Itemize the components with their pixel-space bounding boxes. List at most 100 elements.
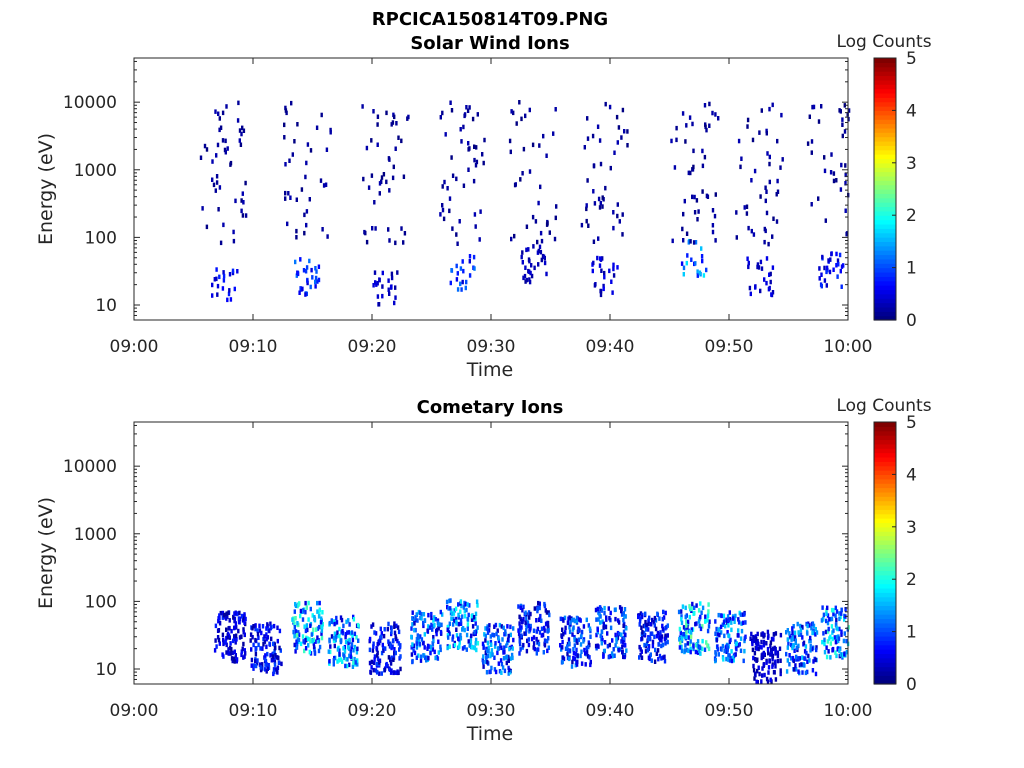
heatmap-cell	[689, 634, 693, 639]
heatmap-cell	[745, 204, 749, 209]
heatmap-cell	[806, 669, 809, 675]
heatmap-cell	[699, 614, 702, 620]
heatmap-cell	[455, 621, 458, 626]
heatmap-cell	[475, 647, 478, 653]
heatmap-cell	[621, 644, 624, 649]
heatmap-cell	[753, 168, 757, 174]
heatmap-cell	[264, 656, 267, 662]
heatmap-cell	[308, 258, 311, 264]
heatmap-cell	[599, 614, 602, 619]
heatmap-cell	[385, 661, 388, 667]
heatmap-cell	[575, 662, 579, 667]
colorbar-segment	[874, 539, 896, 545]
heatmap-cell	[603, 610, 606, 616]
heatmap-cell	[283, 135, 286, 140]
colorbar-segment	[874, 289, 896, 295]
heatmap-cell	[702, 273, 706, 278]
heatmap-cell	[683, 198, 686, 204]
colorbar-segment	[874, 258, 896, 264]
heatmap-cell	[231, 268, 235, 274]
heatmap-cell	[658, 653, 662, 659]
heatmap-cell	[347, 645, 350, 650]
heatmap-cell	[643, 630, 646, 636]
heatmap-cell	[753, 650, 757, 656]
heatmap-cell	[370, 659, 373, 665]
heatmap-cell	[231, 650, 234, 656]
colorbar-segment	[874, 509, 896, 515]
heatmap-cell	[823, 278, 827, 283]
colorbar-segment	[874, 426, 896, 432]
heatmap-cell	[647, 618, 650, 623]
heatmap-cell	[426, 628, 429, 633]
heatmap-cell	[829, 655, 832, 660]
heatmap-cell	[548, 230, 551, 235]
heatmap-cell	[769, 677, 772, 683]
heatmap-cell	[459, 609, 462, 614]
heatmap-cell	[818, 266, 821, 271]
heatmap-cell	[826, 629, 830, 634]
colorbar-segment	[874, 666, 896, 672]
heatmap-cell	[362, 176, 365, 182]
heatmap-cell	[625, 626, 628, 631]
heatmap-cell	[666, 633, 669, 638]
heatmap-cell	[650, 658, 653, 663]
heatmap-cell	[305, 209, 309, 214]
heatmap-cell	[771, 234, 774, 239]
heatmap-cell	[762, 643, 766, 648]
heatmap-cell	[843, 103, 846, 108]
heatmap-cell	[221, 652, 224, 657]
heatmap-cell	[240, 649, 243, 654]
heatmap-cell	[460, 139, 463, 144]
heatmap-cell	[607, 606, 610, 611]
heatmap-cell	[789, 656, 793, 661]
heatmap-cell	[785, 669, 789, 674]
heatmap-cell	[572, 625, 575, 630]
heatmap-cell	[827, 626, 830, 632]
heatmap-cell	[520, 625, 523, 630]
heatmap-cell	[224, 640, 227, 645]
heatmap-cell	[232, 229, 235, 235]
colorbar-segment	[874, 189, 896, 194]
heatmap-cell	[455, 176, 458, 182]
heatmap-cell	[305, 637, 308, 643]
heatmap-cell	[527, 610, 531, 615]
heatmap-cell	[531, 214, 535, 220]
heatmap-cell	[528, 629, 531, 634]
heatmap-cell	[567, 637, 571, 642]
heatmap-cell	[284, 190, 287, 196]
heatmap-cell	[517, 628, 520, 633]
heatmap-cell	[617, 648, 620, 653]
heatmap-cell	[767, 241, 770, 247]
heatmap-cell	[372, 283, 375, 288]
heatmap-cell	[348, 622, 351, 627]
heatmap-cell	[474, 621, 477, 626]
heatmap-cell	[454, 606, 458, 612]
heatmap-cell	[258, 628, 262, 633]
heatmap-cell	[785, 630, 788, 635]
heatmap-cell	[484, 633, 487, 639]
heatmap-cell	[470, 617, 474, 622]
heatmap-cell	[335, 615, 338, 621]
heatmap-cell	[214, 623, 218, 629]
heatmap-cell	[613, 607, 617, 613]
heatmap-cell	[313, 650, 317, 655]
colorbar-segment	[874, 97, 896, 103]
colorbar-segment	[874, 302, 896, 308]
heatmap-cell	[221, 138, 225, 143]
heatmap-cell	[256, 628, 259, 633]
solar-wind-panel: Solar Wind Ions 09:00 09:10 09:20 09:30 09:4…	[35, 32, 932, 381]
heatmap-cell	[653, 623, 656, 628]
heatmap-cell	[845, 649, 849, 655]
heatmap-cell	[766, 646, 770, 652]
heatmap-cell	[537, 262, 540, 267]
heatmap-cell	[646, 647, 650, 653]
heatmap-cell	[473, 157, 476, 163]
heatmap-cell	[644, 611, 647, 617]
heatmap-cell	[530, 273, 534, 279]
heatmap-cell	[797, 669, 800, 674]
heatmap-cell	[840, 284, 843, 289]
heatmap-cell	[260, 630, 263, 636]
heatmap-cell	[711, 110, 714, 116]
heatmap-cell	[619, 647, 622, 652]
heatmap-cell	[523, 631, 526, 636]
